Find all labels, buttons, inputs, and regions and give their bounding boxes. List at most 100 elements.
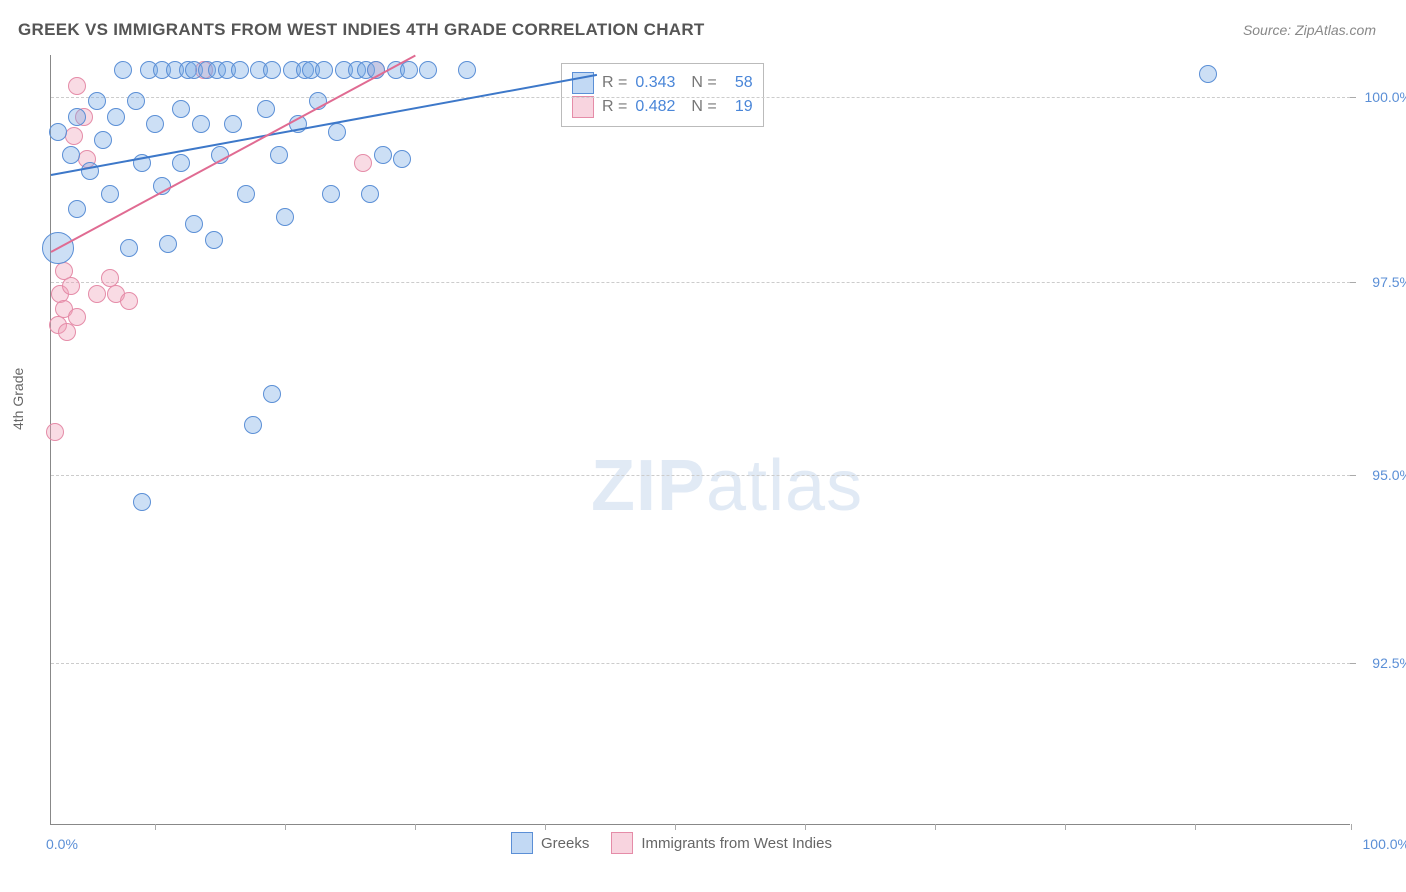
y-tick-mark [1350,475,1356,476]
data-point-blue [361,185,379,203]
data-point-blue [101,185,119,203]
chart-title: GREEK VS IMMIGRANTS FROM WEST INDIES 4TH… [18,20,705,40]
source-value: ZipAtlas.com [1295,22,1376,38]
data-point-blue [393,150,411,168]
data-point-pink [68,308,86,326]
n-value: 58 [725,74,753,92]
data-point-blue [88,92,106,110]
data-point-blue [127,92,145,110]
stats-row: R = 0.482 N = 19 [572,96,753,118]
chart-plot-area: ZIPatlas R =0.343N =58R =0.482N =19 Gree… [50,55,1350,825]
y-axis-label: 4th Grade [10,368,26,430]
y-tick-label: 97.5% [1372,274,1406,290]
x-tick-mark [935,824,936,830]
data-point-blue [192,115,210,133]
data-point-blue [322,185,340,203]
data-point-pink [46,423,64,441]
data-point-blue [263,385,281,403]
data-point-blue [205,231,223,249]
y-tick-mark [1350,97,1356,98]
x-tick-mark [1351,824,1352,830]
data-point-blue [94,131,112,149]
x-tick-mark [285,824,286,830]
r-label: R = [602,74,627,92]
x-axis-min-label: 0.0% [46,836,78,852]
data-point-blue [263,61,281,79]
legend-label: Greeks [541,835,589,852]
data-point-blue [146,115,164,133]
data-point-blue [49,123,67,141]
watermark-bold: ZIP [591,446,706,526]
data-point-blue [172,154,190,172]
y-tick-mark [1350,663,1356,664]
data-point-blue [159,235,177,253]
legend-chip-pink [611,832,633,854]
y-tick-label: 92.5% [1372,655,1406,671]
data-point-blue [276,208,294,226]
data-point-pink [68,77,86,95]
data-point-blue [270,146,288,164]
y-tick-label: 95.0% [1372,467,1406,483]
legend-item: Immigrants from West Indies [611,832,832,854]
source-label: Source: [1243,22,1291,38]
data-point-blue [374,146,392,164]
data-point-blue [328,123,346,141]
data-point-blue [172,100,190,118]
trendline-blue [51,74,597,176]
data-point-blue [257,100,275,118]
data-point-blue [315,61,333,79]
data-point-blue [244,416,262,434]
gridline [51,475,1350,476]
x-tick-mark [545,824,546,830]
n-value: 19 [725,98,753,116]
stats-legend: R = 0.343 N = 58 R = 0.482 N = 19 [561,63,764,127]
data-point-blue [400,61,418,79]
legend-chip-pink [572,96,594,118]
data-point-blue [133,493,151,511]
r-value: 0.482 [635,98,683,116]
legend-item: Greeks [511,832,589,854]
series-legend: Greeks Immigrants from West Indies [511,832,832,854]
x-tick-mark [1065,824,1066,830]
data-point-pink [62,277,80,295]
data-point-blue [237,185,255,203]
data-point-pink [120,292,138,310]
y-tick-label: 100.0% [1365,89,1406,105]
data-point-blue [419,61,437,79]
gridline [51,282,1350,283]
data-point-blue [68,200,86,218]
data-point-pink [354,154,372,172]
data-point-pink [65,127,83,145]
legend-label: Immigrants from West Indies [641,835,832,852]
n-label: N = [691,98,716,116]
gridline [51,97,1350,98]
x-tick-mark [155,824,156,830]
source-attribution: Source: ZipAtlas.com [1243,22,1376,38]
x-axis-max-label: 100.0% [1363,836,1406,852]
data-point-pink [58,323,76,341]
data-point-blue [107,108,125,126]
data-point-blue [62,146,80,164]
legend-chip-blue [511,832,533,854]
x-tick-mark [1195,824,1196,830]
data-point-blue [68,108,86,126]
data-point-pink [88,285,106,303]
n-label: N = [691,74,716,92]
watermark-rest: atlas [706,446,863,526]
data-point-blue [458,61,476,79]
data-point-blue [81,162,99,180]
data-point-blue [120,239,138,257]
data-point-blue [231,61,249,79]
watermark: ZIPatlas [591,445,863,527]
r-label: R = [602,98,627,116]
data-point-blue [114,61,132,79]
data-point-blue [185,215,203,233]
gridline [51,663,1350,664]
y-tick-mark [1350,282,1356,283]
data-point-blue [224,115,242,133]
x-tick-mark [805,824,806,830]
r-value: 0.343 [635,74,683,92]
x-tick-mark [415,824,416,830]
data-point-blue [1199,65,1217,83]
x-tick-mark [675,824,676,830]
